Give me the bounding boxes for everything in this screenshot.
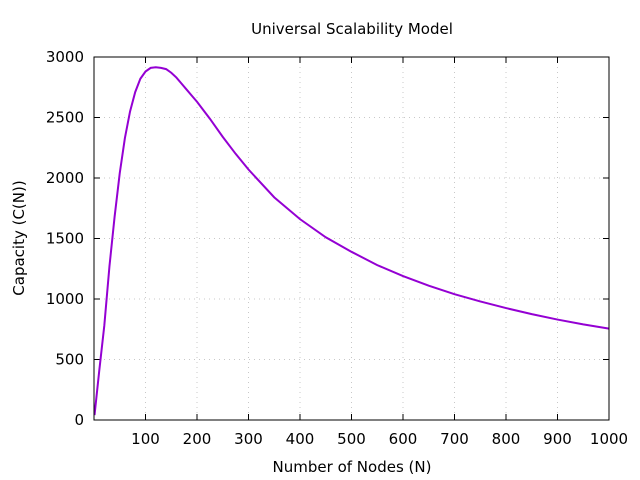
x-tick-label: 400 [286,430,315,448]
x-tick-label: 200 [183,430,212,448]
x-tick-label: 100 [131,430,160,448]
x-tick-label: 700 [440,430,469,448]
y-tick-label: 3000 [46,48,84,66]
x-tick-label: 900 [543,430,572,448]
chart-title: Universal Scalability Model [251,20,453,38]
y-tick-label: 2000 [46,169,84,187]
plot-frame [93,56,610,421]
series-line [93,66,610,416]
x-tick-label: 600 [389,430,418,448]
x-tick-label: 300 [234,430,263,448]
axis-ticks: 100 200 300 400 500 600 700 800 900 1000 0 500 1000 1… [46,48,628,448]
x-tick-label: 800 [492,430,521,448]
y-axis-label: Capacity (C(N)) [10,180,28,295]
x-tick-label: 1000 [590,430,628,448]
y-tick-label: 2500 [46,109,84,127]
y-tick-label: 1000 [46,290,84,308]
grid [94,57,609,420]
y-tick-label: 500 [55,351,84,369]
y-tick-label: 1500 [46,230,84,248]
x-axis-label: Number of Nodes (N) [273,458,432,476]
x-tick-label: 500 [337,430,366,448]
y-tick-label: 0 [74,411,84,429]
